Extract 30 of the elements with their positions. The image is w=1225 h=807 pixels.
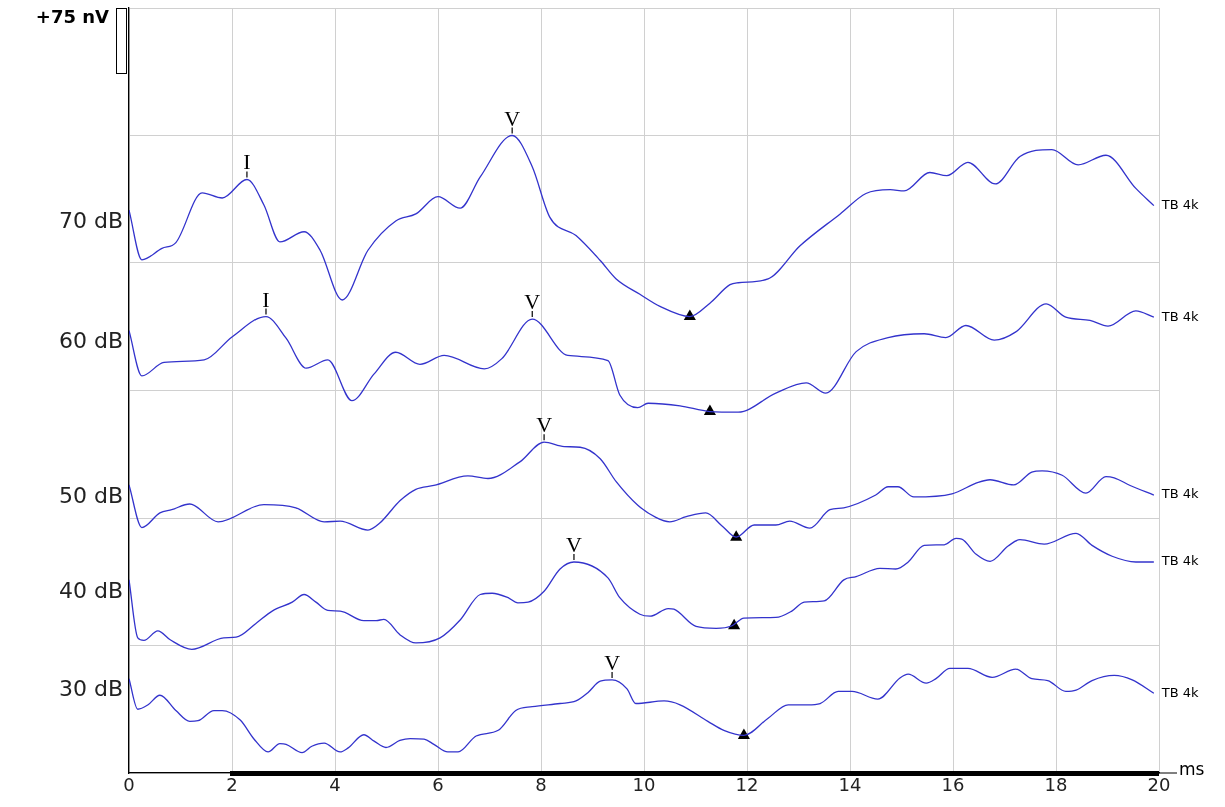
x-tick-label: 2	[226, 774, 238, 796]
annotation: V	[504, 105, 521, 131]
annotation: V	[524, 289, 541, 315]
x-tick-label: 6	[432, 774, 444, 796]
series-label: TB 4k	[1160, 486, 1200, 502]
annotation: 30 dB	[58, 676, 123, 702]
x-tick-label: 8	[535, 774, 547, 796]
series-label: TB 4k	[1160, 197, 1200, 212]
annotation: I	[243, 149, 251, 175]
annotation: V	[566, 531, 583, 557]
series-label: TB 4k	[1160, 684, 1200, 700]
x-tick-label: 20	[1147, 774, 1171, 796]
annotation: 70 dB	[58, 207, 123, 233]
x-tick-label: 14	[838, 774, 862, 796]
x-tick-label: 4	[329, 774, 341, 796]
x-tick-label: 0	[123, 774, 135, 796]
series-label: TB 4k	[1160, 308, 1200, 324]
annotation: I	[262, 286, 270, 312]
series-label: TB 4k	[1160, 553, 1200, 569]
annotation: 50 dB	[58, 482, 123, 508]
annotation: V	[604, 649, 621, 675]
x-tick-label: 10	[632, 774, 656, 796]
x-tick-label: 16	[941, 774, 965, 796]
x-axis-title: ms	[1179, 759, 1205, 780]
annotation: V	[536, 412, 553, 438]
annotation: 40 dB	[58, 577, 123, 603]
x-tick-label: 18	[1044, 774, 1068, 796]
annotation: 60 dB	[58, 328, 123, 354]
x-tick-label: 12	[735, 774, 759, 796]
text: +75 nV	[35, 5, 110, 27]
